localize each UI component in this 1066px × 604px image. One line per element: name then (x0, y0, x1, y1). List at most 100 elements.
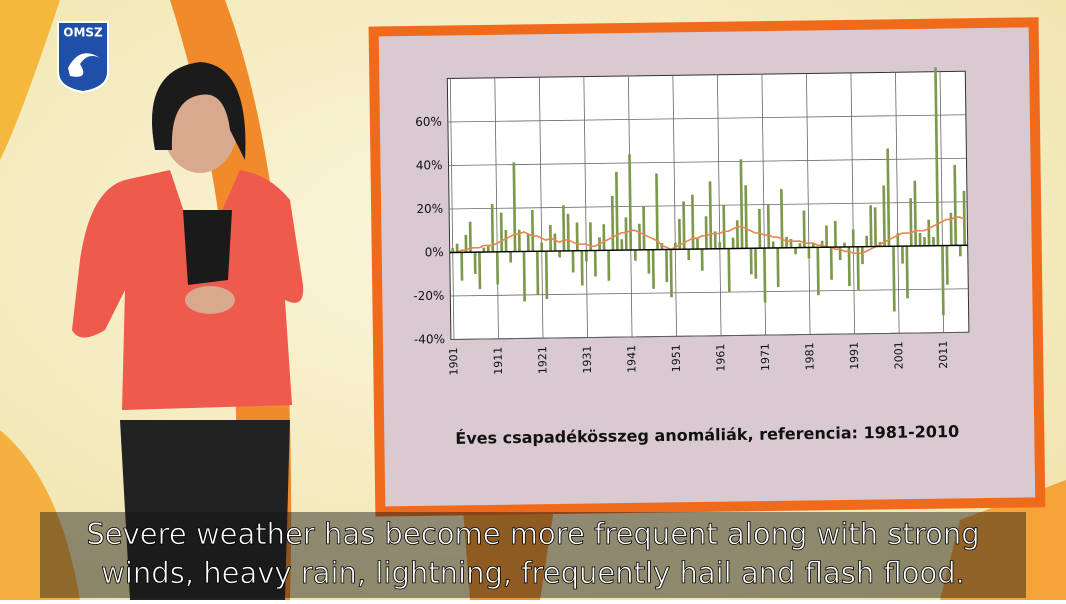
grid-line (449, 201, 968, 210)
stripe (0, 0, 60, 160)
bar (540, 242, 544, 252)
bar (851, 229, 855, 247)
bar (530, 209, 535, 252)
bar (464, 234, 468, 253)
bar (744, 185, 748, 249)
bar (691, 194, 695, 250)
x-tick-label: 2011 (937, 341, 950, 369)
y-tick-label: 60% (415, 115, 442, 129)
bar (758, 208, 762, 249)
grid-line (447, 114, 966, 123)
bar (486, 245, 490, 252)
bar (575, 222, 579, 251)
bar (478, 252, 482, 290)
grid-line (806, 73, 811, 335)
bar (589, 222, 593, 251)
bar (780, 189, 784, 248)
bar (624, 217, 628, 251)
x-tick-label: 1911 (492, 347, 505, 375)
bar (860, 246, 864, 265)
bar (655, 173, 659, 250)
bar (584, 250, 588, 262)
bar (495, 251, 500, 285)
bar (941, 245, 945, 316)
bar (535, 251, 540, 295)
bar (700, 248, 704, 271)
bar (754, 248, 758, 279)
bar (642, 206, 646, 250)
logo-swirl (68, 53, 100, 77)
bar (923, 237, 926, 246)
chart-panel: -40% -20% 0% 20% 40% 60% 1901 1911 1921 1931 1941 1… (368, 17, 1046, 517)
bar (869, 205, 873, 247)
bar (687, 249, 691, 261)
bar (962, 190, 967, 246)
bar (949, 212, 953, 246)
x-tick-label: 1931 (581, 345, 594, 373)
bar (913, 180, 918, 247)
bar (843, 242, 846, 247)
bar (905, 246, 909, 299)
x-tick-label: 2001 (892, 341, 905, 369)
bar (882, 185, 886, 247)
x-tick-label: 1951 (670, 344, 683, 372)
bar (696, 238, 699, 250)
bar (918, 232, 922, 246)
bar (553, 233, 557, 252)
zero-line (449, 244, 968, 254)
x-tick-label: 1961 (714, 344, 727, 372)
grid-line (538, 77, 544, 339)
bar (886, 148, 891, 247)
logo-text: OMSZ (63, 26, 103, 40)
bar (451, 248, 455, 253)
bar (833, 220, 837, 248)
bar (798, 243, 802, 248)
bar (628, 154, 633, 250)
bar (704, 216, 708, 249)
skirt (120, 420, 290, 600)
bar (865, 235, 869, 247)
bar (566, 213, 570, 251)
y-tick-label: -40% (414, 332, 445, 346)
bar (455, 243, 459, 253)
bar (638, 223, 642, 250)
bar (607, 250, 611, 281)
y-tick-label: -20% (413, 289, 444, 303)
grid-line (895, 72, 900, 334)
bar (789, 239, 793, 248)
bar (771, 241, 775, 248)
x-tick-label: 1991 (848, 342, 861, 370)
grid-line (450, 331, 969, 340)
bar (785, 236, 788, 248)
presenter (72, 62, 304, 600)
bar (934, 67, 940, 246)
x-tick-label: 1941 (625, 345, 638, 373)
bar (802, 210, 806, 248)
bar (776, 247, 780, 288)
logo: OMSZ (57, 21, 109, 94)
grid-line (717, 74, 722, 336)
bar (522, 251, 526, 302)
chart: -40% -20% 0% 20% 40% 60% 1901 1911 1921 1931 1941 1… (413, 67, 970, 376)
bar (731, 237, 735, 249)
bar (665, 249, 669, 283)
hair (152, 62, 246, 160)
bar (945, 245, 949, 285)
x-tick-label: 1921 (536, 346, 549, 374)
bar (763, 248, 767, 303)
bar (526, 233, 530, 252)
y-tick-label: 40% (416, 158, 443, 172)
bar (647, 249, 651, 274)
bar (958, 245, 962, 257)
bar (473, 252, 477, 274)
bar (615, 171, 619, 251)
bar (727, 248, 731, 293)
x-tick-label: 1971 (759, 343, 772, 371)
bar (708, 181, 713, 249)
y-tick-label: 20% (416, 202, 443, 216)
bar (901, 246, 904, 264)
bar (927, 219, 931, 246)
bar (682, 201, 686, 250)
